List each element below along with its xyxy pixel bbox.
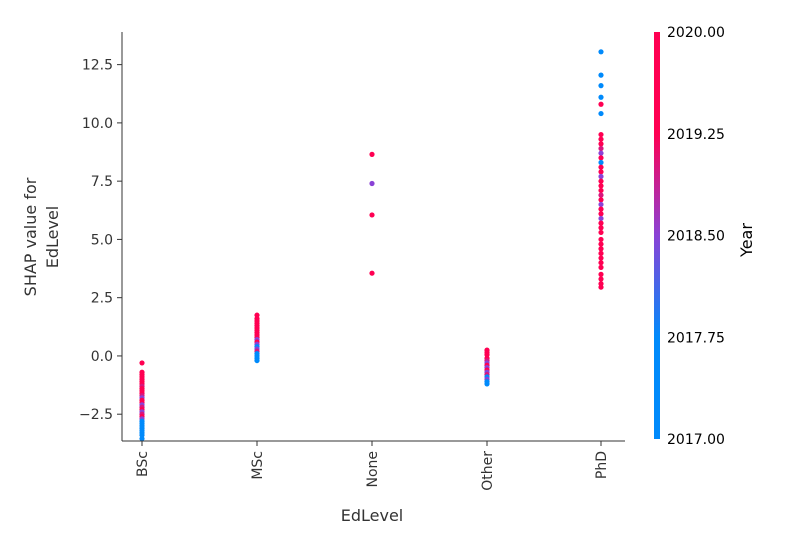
data-point-phd	[598, 145, 604, 152]
data-point-phd	[598, 241, 604, 247]
data-point-none	[369, 151, 375, 157]
data-point-phd	[598, 276, 604, 282]
y-tick-label: 5.0	[91, 232, 113, 248]
data-point-phd	[598, 264, 604, 270]
data-point-phd	[598, 284, 604, 290]
scatter-points	[139, 49, 604, 442]
y-axis-title-line-2: EdLevel	[43, 206, 62, 269]
data-point-phd	[598, 187, 604, 194]
y-tick-label: 10.0	[82, 116, 113, 132]
colorbar-tick-label: 2020.00	[667, 25, 725, 41]
data-point-phd	[598, 49, 604, 55]
data-point-phd	[598, 150, 604, 156]
data-point-phd	[598, 271, 604, 277]
y-tick-label: −2.5	[79, 407, 113, 423]
data-point-phd	[598, 72, 604, 78]
y-axis-ticks: −2.5 0.0 2.5 5.0 7.5 10.0 12.5	[79, 58, 122, 423]
data-point-phd	[598, 159, 604, 166]
colorbar-tick-label: 2017.00	[667, 432, 725, 448]
colorbar-tick-label: 2019.25	[667, 127, 725, 143]
data-point-phd	[598, 141, 604, 147]
data-point-none	[369, 270, 375, 276]
data-point-phd	[598, 169, 604, 175]
data-point-none	[369, 212, 375, 218]
x-axis-ticks: BSc MSc None Other PhD	[135, 441, 610, 491]
y-tick-label: 12.5	[82, 58, 113, 74]
x-tick-label-other: Other	[480, 451, 496, 491]
colorbar-tick-label: 2018.50	[667, 229, 725, 245]
data-point-phd	[598, 246, 604, 252]
data-point-phd	[598, 255, 604, 261]
data-point-phd	[598, 211, 604, 217]
data-point-phd	[598, 215, 604, 222]
data-point-phd	[598, 83, 604, 89]
data-point-other	[484, 381, 490, 387]
x-tick-label-msc: MSc	[250, 451, 266, 480]
data-point-phd	[598, 206, 604, 212]
data-point-phd	[598, 260, 604, 266]
data-point-phd	[598, 173, 604, 180]
data-point-phd	[598, 101, 604, 107]
data-point-phd	[598, 229, 604, 236]
y-tick-label: 2.5	[91, 291, 113, 307]
y-tick-label: 0.0	[91, 349, 113, 365]
data-point-phd	[598, 220, 604, 226]
data-point-phd	[598, 192, 604, 198]
y-axis-title-line-1: SHAP value for	[21, 177, 40, 296]
data-point-msc	[254, 357, 260, 364]
colorbar	[654, 32, 660, 439]
data-point-phd	[598, 131, 604, 138]
colorbar-ticks: 2020.00 2019.25 2018.50 2017.75 2017.00	[667, 25, 725, 448]
data-point-bsc	[139, 360, 145, 366]
y-axis-title: SHAP value for EdLevel	[21, 177, 62, 296]
colorbar-title: Year	[737, 223, 756, 258]
data-point-phd	[598, 110, 604, 117]
data-point-none	[369, 180, 375, 187]
data-point-phd	[598, 164, 604, 170]
x-tick-label-none: None	[365, 451, 381, 488]
data-point-phd	[598, 201, 604, 208]
data-point-phd	[598, 155, 604, 161]
data-point-phd	[598, 183, 604, 189]
data-point-phd	[598, 197, 604, 203]
data-point-phd	[598, 236, 604, 243]
data-point-bsc	[139, 436, 145, 442]
x-axis-title: EdLevel	[341, 506, 404, 525]
colorbar-tick-label: 2017.75	[667, 330, 725, 346]
data-point-phd	[598, 94, 604, 100]
data-point-phd	[598, 178, 604, 184]
x-tick-label-bsc: BSc	[135, 451, 151, 477]
y-tick-label: 7.5	[91, 174, 113, 190]
data-point-phd	[598, 250, 604, 256]
data-point-phd	[598, 136, 604, 142]
data-point-phd	[598, 225, 604, 231]
x-tick-label-phd: PhD	[594, 451, 610, 479]
